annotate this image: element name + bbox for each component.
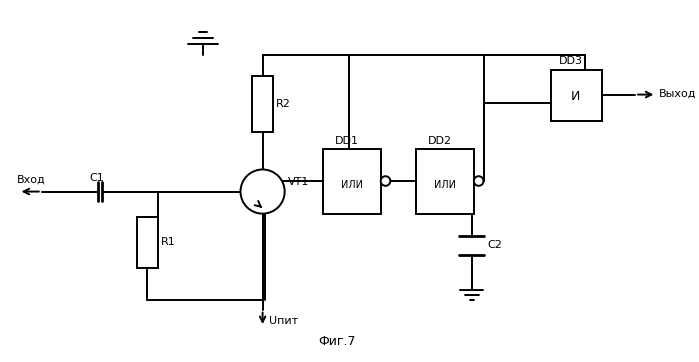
Text: R2: R2 — [276, 99, 291, 109]
Bar — [551, 70, 602, 121]
Text: Выход: Выход — [659, 89, 697, 98]
Text: Вход: Вход — [17, 175, 45, 185]
Circle shape — [474, 176, 484, 186]
Text: Фиг.7: Фиг.7 — [318, 335, 355, 348]
Text: C2: C2 — [487, 240, 502, 251]
Circle shape — [240, 169, 284, 214]
Text: DD3: DD3 — [559, 56, 583, 66]
Bar — [416, 149, 474, 214]
Bar — [252, 76, 273, 132]
Text: VT1: VT1 — [287, 177, 309, 187]
Text: R1: R1 — [161, 237, 175, 248]
Bar — [137, 216, 158, 268]
Text: ИЛИ: ИЛИ — [434, 180, 456, 190]
Text: DD2: DD2 — [428, 136, 452, 146]
Text: И: И — [571, 90, 580, 103]
Text: C1: C1 — [89, 173, 104, 183]
Text: ИЛИ: ИЛИ — [341, 180, 363, 190]
Text: DD1: DD1 — [335, 136, 359, 146]
Bar — [323, 149, 381, 214]
Circle shape — [381, 176, 390, 186]
Text: Uпит: Uпит — [269, 316, 298, 326]
